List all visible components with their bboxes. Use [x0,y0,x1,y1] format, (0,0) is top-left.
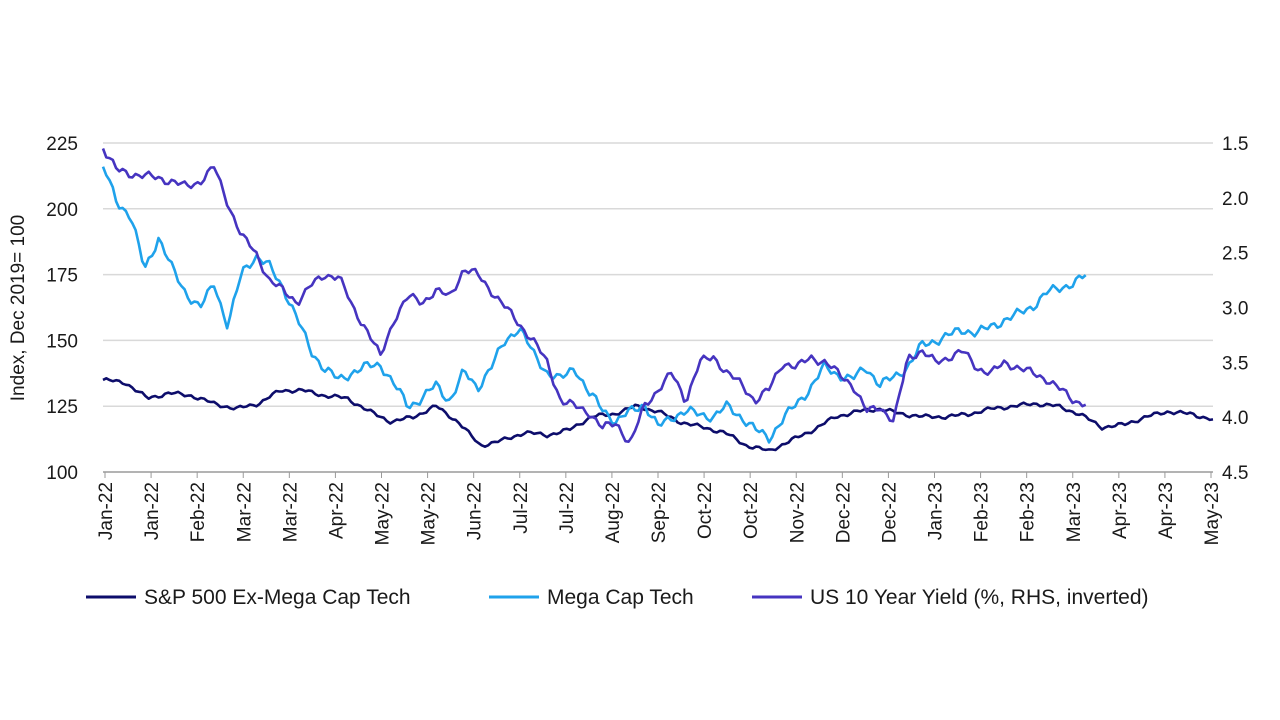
x-tick-label: May-23 [1202,482,1223,545]
x-tick-label: May-22 [419,482,440,545]
x-tick-label: Jan-23 [926,482,947,540]
legend-label: S&P 500 Ex-Mega Cap Tech [144,586,411,609]
x-tick-label: Nov-22 [787,482,808,543]
y-tick-label: 200 [46,200,78,221]
gridlines [103,142,1213,407]
x-tick-label: Jul-22 [511,482,532,534]
x-tick-label: Jul-22 [557,482,578,534]
x-tick-label: May-22 [373,482,394,545]
x-tick-label: Mar-22 [280,482,301,542]
right-axis-ticks: 1.5 2.0 2.5 3.0 3.5 4.0 4.5 [1222,134,1248,484]
y2-tick-label: 4.0 [1222,408,1248,429]
x-tick-label: Aug-22 [603,482,624,543]
y2-tick-label: 3.0 [1222,299,1248,320]
x-tick-label: Jan-22 [96,482,117,540]
y-tick-label: 100 [46,463,78,484]
x-tick-label: Apr-23 [1110,482,1131,539]
x-axis-ticks: Jan-22 Jan-22 Feb-22 Mar-22 Mar-22 Apr-22 May-… [96,472,1223,545]
series-line [101,148,1087,444]
legend-label: Mega Cap Tech [547,586,694,609]
x-tick-label: Dec-22 [879,482,900,543]
y-axis-title: Index, Dec 2019= 100 [8,215,29,401]
y-tick-label: 125 [46,397,78,418]
x-tick-label: Feb-22 [188,482,209,542]
y2-tick-label: 2.5 [1222,244,1248,265]
x-tick-label: Apr-22 [326,482,347,539]
x-tick-label: Jun-22 [465,482,486,540]
y-tick-label: 150 [46,331,78,352]
x-tick-label: Jan-22 [142,482,163,540]
y-tick-label: 225 [46,134,78,155]
x-tick-label: Apr-23 [1156,482,1177,539]
y2-tick-label: 2.0 [1222,189,1248,210]
y-tick-label: 175 [46,266,78,287]
x-tick-label: Dec-22 [833,482,854,543]
x-tick-label: Feb-23 [972,482,993,542]
x-tick-label: Mar-23 [1064,482,1085,542]
x-tick-label: Sep-22 [649,482,670,543]
series-line [101,166,1087,444]
y2-tick-label: 4.5 [1222,463,1248,484]
series-line [102,376,1214,452]
x-tick-label: Oct-22 [741,482,762,539]
x-tick-label: Mar-22 [234,482,255,542]
left-axis-ticks: 100 125 150 175 200 225 [46,134,78,484]
y2-tick-label: 1.5 [1222,134,1248,155]
legend: S&P 500 Ex-Mega Cap Tech Mega Cap Tech US … [86,586,1149,609]
x-tick-label: Feb-23 [1018,482,1039,542]
series-lines [101,148,1214,452]
y2-tick-label: 3.5 [1222,353,1248,374]
legend-label: US 10 Year Yield (%, RHS, inverted) [810,586,1149,609]
x-tick-label: Oct-22 [695,482,716,539]
